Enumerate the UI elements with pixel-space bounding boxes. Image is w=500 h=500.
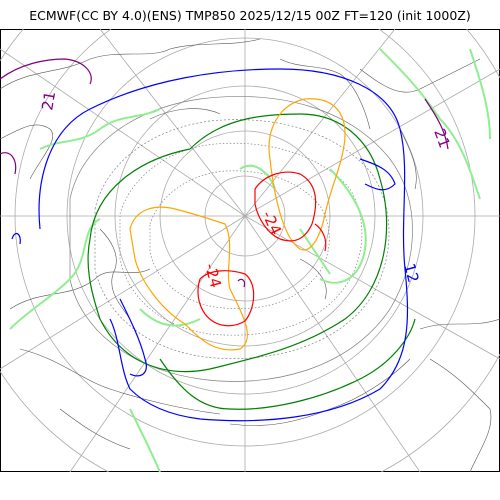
contours-lightgreen bbox=[9, 48, 491, 472]
contours-green bbox=[87, 113, 416, 410]
contour-label: 12 bbox=[400, 261, 422, 284]
map-title: ECMWF(CC BY 4.0)(ENS) TMP850 2025/12/15 … bbox=[29, 8, 471, 23]
contour-label: 21 bbox=[430, 126, 453, 150]
contours-red bbox=[197, 171, 327, 327]
contour-label: -24 bbox=[201, 261, 225, 289]
graticule bbox=[0, 29, 500, 472]
coastlines bbox=[0, 38, 500, 472]
contour-label: 21 bbox=[38, 90, 59, 112]
contours-orange bbox=[129, 98, 346, 351]
polar-temperature-map: 21 21 -24 -24 12 bbox=[0, 29, 500, 472]
contours-blue bbox=[11, 68, 409, 422]
map-frame bbox=[0, 29, 500, 472]
contour-labels: 21 21 -24 -24 12 bbox=[38, 90, 453, 290]
contours-purple bbox=[0, 58, 449, 288]
